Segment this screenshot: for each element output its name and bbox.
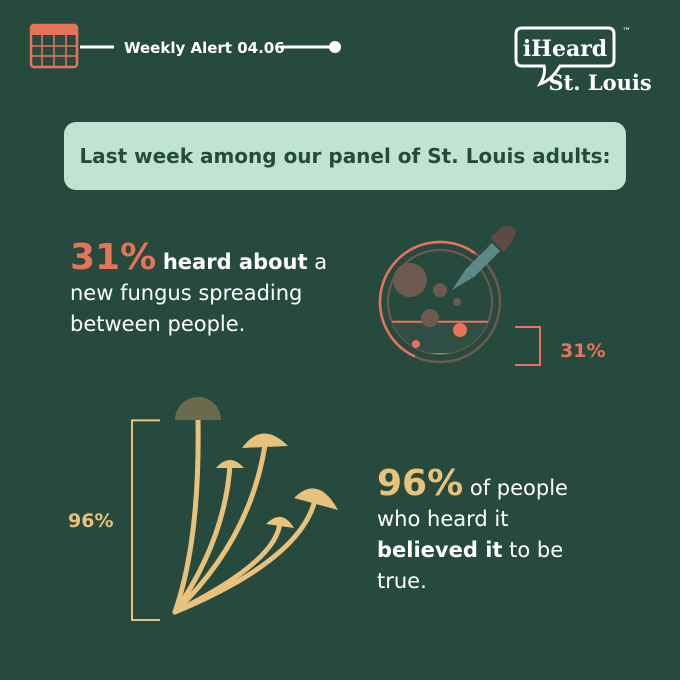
dish-spot (412, 340, 420, 348)
cap (242, 433, 288, 448)
cap (294, 488, 338, 510)
rule-dot (329, 41, 341, 53)
stat-text: 96% of people who heard it believed it t… (377, 466, 602, 597)
stat-bold: heard about (162, 250, 308, 274)
cap (216, 460, 244, 468)
logo-tm: ™ (622, 27, 631, 37)
calendar-icon (29, 23, 79, 69)
bracket (515, 326, 541, 366)
header-label: Weekly Alert 04.06 (124, 39, 285, 57)
logo-city: St. Louis (548, 70, 651, 95)
side-label: 31% (560, 340, 605, 362)
side-label: 96% (68, 510, 113, 532)
logo-brand: iHeard (523, 36, 607, 62)
stat-text: 31% heard about a new fungus spreading b… (70, 240, 350, 340)
dish-spot (433, 283, 447, 297)
stat-value: 96% (377, 463, 464, 504)
stat-rest: to be true. (377, 538, 564, 593)
stems (172, 417, 318, 615)
stat-rest: a new fungus spreading between people. (70, 250, 328, 336)
banner-box (64, 122, 626, 190)
dish-spot (453, 298, 461, 306)
dish-rim (378, 240, 502, 364)
dish-spot (421, 309, 439, 327)
dropper (452, 225, 516, 290)
banner-text: Last week among our panel of St. Louis a… (79, 144, 610, 168)
bracket (131, 419, 160, 621)
cap (266, 516, 294, 528)
stat-rest: of people who heard it (377, 476, 568, 531)
dish-spot (453, 323, 467, 337)
stat-bold: believed it (377, 538, 503, 562)
cap (175, 397, 221, 420)
dish-liquid (388, 320, 492, 354)
stat-value: 31% (70, 237, 157, 278)
dish-spot (393, 263, 427, 297)
logo-bubble (514, 26, 616, 87)
